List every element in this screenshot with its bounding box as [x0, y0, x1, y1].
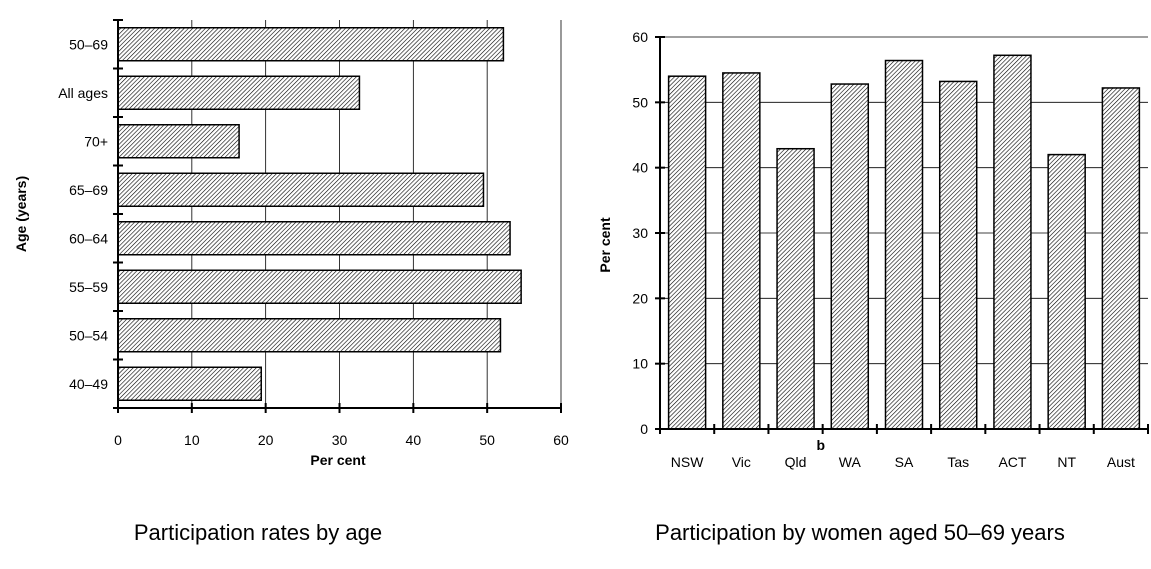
- left-category-label: 65–69: [69, 182, 108, 198]
- right-bar: [884, 59, 924, 430]
- right-category-label: SA: [895, 454, 914, 470]
- right-bar: [1101, 87, 1141, 430]
- left-bar: [117, 221, 511, 256]
- left-bars: [117, 27, 522, 401]
- right-bar: [938, 80, 978, 430]
- left-bar: [117, 172, 485, 207]
- left-category-label: 55–59: [69, 279, 108, 295]
- age-participation-chart: 50–69 All ages 70+ 65–69 60–64 55–59 50–54 40–4…: [13, 19, 569, 468]
- right-y-tick-label: 40: [632, 160, 648, 176]
- left-bar: [117, 269, 522, 304]
- right-y-tick-label: 10: [632, 356, 648, 372]
- left-category-label: 70+: [84, 133, 108, 149]
- right-y-tick-label: 60: [632, 29, 648, 45]
- right-category-label: NSW: [671, 454, 704, 470]
- right-category-label: WA: [839, 454, 862, 470]
- right-bar: [776, 147, 815, 430]
- right-bar: [722, 72, 761, 430]
- left-x-tick-label: 50: [479, 432, 495, 448]
- left-x-axis-title: Per cent: [310, 452, 366, 468]
- left-x-tick-label: 0: [114, 432, 122, 448]
- right-axes: [655, 36, 1149, 434]
- left-bar: [117, 366, 262, 401]
- left-category-label: All ages: [58, 85, 108, 101]
- right-bar: [993, 54, 1032, 430]
- left-bar: [117, 27, 505, 62]
- right-category-label: NT: [1057, 454, 1076, 470]
- right-category-label: Vic: [732, 454, 751, 470]
- right-category-label: Qld: [785, 454, 807, 470]
- left-axes: [113, 19, 562, 413]
- right-category-label: ACT: [998, 454, 1026, 470]
- right-annotation: b: [817, 437, 826, 453]
- left-category-label: 50–69: [69, 36, 108, 52]
- right-y-tick-label: 50: [632, 94, 648, 110]
- right-bars: [667, 54, 1141, 430]
- left-x-tick-label: 20: [258, 432, 274, 448]
- left-bar: [117, 75, 361, 110]
- right-bar: [667, 75, 707, 430]
- right-y-tick-label: 20: [632, 290, 648, 306]
- right-y-tick-labels: 0 10 20 30 40 50 60: [632, 29, 648, 437]
- left-y-axis-title: Age (years): [13, 176, 29, 252]
- state-participation-chart: 0 10 20 30 40 50 60 NSW Vic Qld WA SA Tas ACT NT Aust b…: [597, 29, 1149, 470]
- left-x-tick-label: 40: [406, 432, 422, 448]
- right-category-label: Aust: [1107, 454, 1135, 470]
- left-bar: [117, 318, 502, 353]
- left-x-tick-labels: 0 10 20 30 40 50 60: [114, 432, 569, 448]
- left-x-tick-label: 60: [553, 432, 569, 448]
- right-category-labels: NSW Vic Qld WA SA Tas ACT NT Aust b: [671, 437, 1135, 470]
- left-x-tick-label: 30: [332, 432, 348, 448]
- left-category-labels: 50–69 All ages 70+ 65–69 60–64 55–59 50–54 40–4…: [58, 36, 108, 392]
- right-y-axis-title: Per cent: [597, 217, 613, 273]
- left-category-label: 50–54: [69, 327, 108, 343]
- left-bar: [117, 124, 240, 159]
- left-x-tick-label: 10: [184, 432, 200, 448]
- right-bar: [1047, 153, 1086, 430]
- right-y-tick-label: 30: [632, 225, 648, 241]
- right-chart-caption: Participation by women aged 50–69 years: [655, 520, 1065, 545]
- left-category-label: 60–64: [69, 230, 108, 246]
- left-category-label: 40–49: [69, 376, 108, 392]
- right-category-label: Tas: [947, 454, 969, 470]
- left-chart-caption: Participation rates by age: [133, 520, 383, 545]
- right-y-tick-label: 0: [640, 421, 648, 437]
- right-bar: [830, 83, 870, 430]
